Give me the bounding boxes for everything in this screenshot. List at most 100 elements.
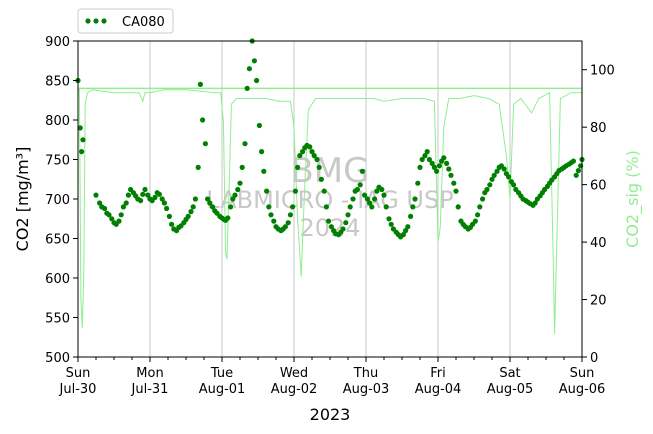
ca080-point <box>268 212 274 218</box>
ca080-point <box>118 212 124 218</box>
y-left-tick-label: 800 <box>45 114 70 129</box>
ca080-point <box>400 232 406 238</box>
ca080-point <box>202 141 208 147</box>
y-left-tick-label: 600 <box>45 272 70 287</box>
y-left-tick-label: 500 <box>45 351 70 366</box>
ca080-point <box>357 182 363 188</box>
ca080-point <box>340 226 346 232</box>
ca080-point <box>309 149 315 155</box>
ca080-point <box>207 200 213 206</box>
ca080-point <box>451 180 457 186</box>
y-right-tick-label: 0 <box>590 351 598 366</box>
ca080-point <box>350 196 356 202</box>
ca080-point <box>232 192 238 198</box>
ca080-point <box>472 218 478 224</box>
ca080-point <box>79 149 85 155</box>
legend-marker <box>85 18 107 24</box>
ca080-point <box>412 196 418 202</box>
y-left-tick-label: 900 <box>45 35 70 50</box>
ca080-point <box>290 204 296 210</box>
ca080-point <box>354 186 360 193</box>
x-tick-label-date: Jul-31 <box>131 382 169 397</box>
ca080-point <box>431 164 437 170</box>
y-right-tick-label: 20 <box>590 294 607 309</box>
y-right-tick-label: 60 <box>590 179 607 194</box>
ca080-point <box>266 204 272 210</box>
x-axis: SunJul-30MonJul-31TueAug-01WedAug-02ThuA… <box>59 357 606 397</box>
ca080-point <box>321 188 327 194</box>
ca080-point <box>345 212 351 218</box>
ca080-point <box>164 205 170 212</box>
y-axis-right: 0 20 40 60 80 100 <box>582 64 615 366</box>
x-tick-label-day: Wed <box>280 366 308 381</box>
ca080-point <box>287 212 293 218</box>
ca080-point <box>205 196 211 202</box>
legend-dot <box>85 18 91 24</box>
ca080-point <box>408 213 414 219</box>
y-axis-left: 500 550 600 650 700 750 800 850 900 <box>45 35 78 366</box>
ca080-point <box>251 58 257 64</box>
ca080-point <box>300 149 306 155</box>
ca080-series <box>75 38 585 240</box>
ca080-point <box>453 188 459 194</box>
ca080-point <box>381 192 387 198</box>
ca080-point <box>441 155 447 161</box>
ca080-point <box>295 164 301 170</box>
ca080-point <box>347 204 353 210</box>
ca080-point <box>444 160 450 166</box>
ca080-point <box>316 164 322 170</box>
ca080-point <box>403 228 409 234</box>
ca080-point <box>239 164 245 170</box>
ca080-point <box>254 77 260 84</box>
ca080-point <box>326 218 332 224</box>
ca080-point <box>271 218 277 224</box>
ca080-point <box>225 215 231 221</box>
ca080-point <box>282 224 288 230</box>
ca080-point <box>152 194 158 200</box>
ca080-point <box>426 156 432 163</box>
legend-label: CA080 <box>122 15 165 30</box>
ca080-point <box>190 204 196 210</box>
ca080-point <box>159 196 165 202</box>
ca080-point <box>156 191 162 197</box>
ca080-point <box>501 166 507 172</box>
x-tick-label-date: Aug-02 <box>271 382 318 397</box>
y-left-tick-label: 700 <box>45 193 70 208</box>
ca080-point <box>532 200 538 206</box>
ca080-point <box>422 153 428 159</box>
x-tick-label-date: Aug-01 <box>199 382 246 397</box>
ca080-point <box>494 168 500 174</box>
x-tick-label-date: Aug-06 <box>559 382 606 397</box>
ca080-point <box>429 160 435 166</box>
x-tick-label-day: Sun <box>570 366 595 381</box>
ca080-point <box>140 191 146 197</box>
ca080-point <box>120 204 126 210</box>
ca080-point <box>237 180 243 186</box>
legend-dot <box>93 18 99 24</box>
legend-box <box>77 8 174 34</box>
ca080-point <box>197 81 203 87</box>
y-left-tick-label: 550 <box>45 312 70 327</box>
ca080-point <box>166 213 172 219</box>
ca080-point <box>93 192 99 198</box>
x-tick-label-date: Aug-03 <box>343 382 390 397</box>
watermark-line: BMG <box>290 151 369 191</box>
y-left-tick-label: 850 <box>45 75 70 90</box>
y-right-tick-label: 40 <box>590 236 607 251</box>
ca080-point <box>359 168 365 174</box>
ca080-point <box>410 204 416 210</box>
ca080-point <box>372 196 378 202</box>
ca080-point <box>235 186 241 193</box>
x-tick-label-day: Tue <box>210 366 233 381</box>
ca080-point <box>573 172 579 178</box>
ca080-point <box>161 200 167 206</box>
ca080-point <box>489 176 495 182</box>
y-right-tick-label: 80 <box>590 121 607 136</box>
ca080-point <box>364 196 370 202</box>
ca080-point <box>102 205 108 212</box>
ca080-point <box>367 200 373 206</box>
ca080-point <box>510 182 517 188</box>
co2-sig-series <box>78 87 582 335</box>
ca080-point <box>455 204 461 210</box>
